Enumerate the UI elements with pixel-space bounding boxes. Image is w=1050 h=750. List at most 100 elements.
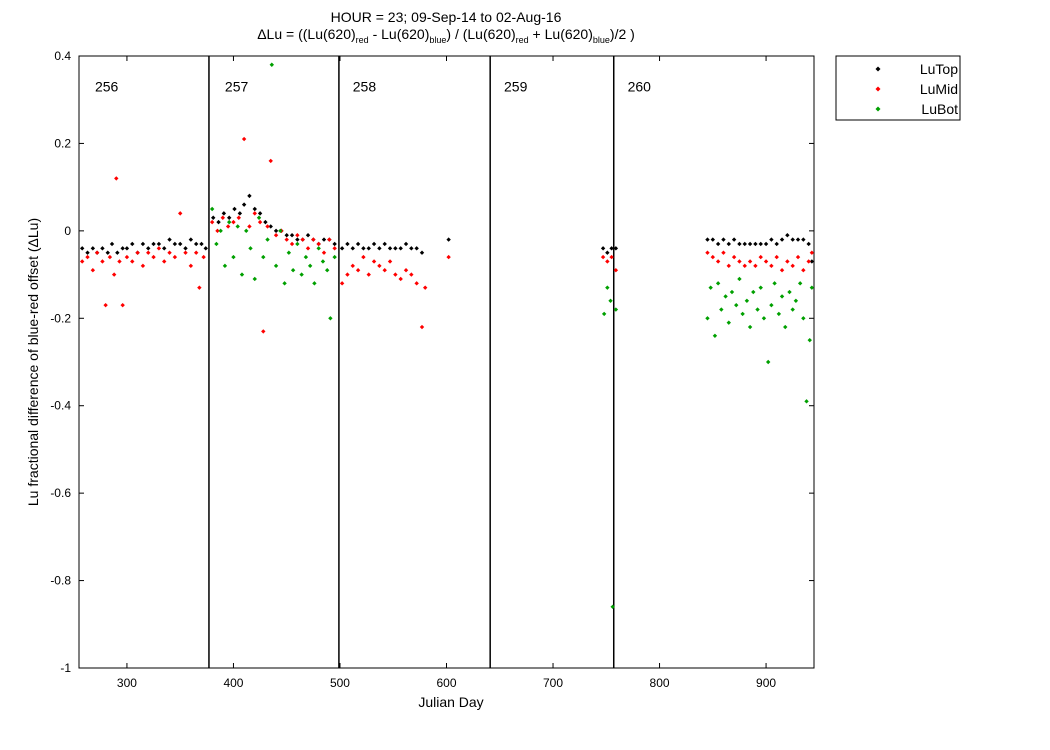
- segment-divider-lines: [208, 56, 615, 668]
- data-point: [350, 263, 355, 269]
- segment-labels: 256 257 258 259 260: [95, 79, 651, 95]
- data-point: [328, 316, 333, 321]
- data-point: [446, 237, 451, 242]
- data-point: [737, 259, 742, 264]
- data-point: [295, 241, 300, 247]
- data-point: [601, 311, 607, 317]
- data-point: [103, 302, 108, 308]
- y-tick-label: 0.2: [54, 136, 71, 150]
- data-point: [801, 316, 806, 321]
- data-point: [609, 246, 614, 251]
- x-tick-label: 500: [330, 676, 350, 690]
- data-point: [785, 233, 790, 238]
- data-point: [247, 224, 252, 229]
- data-point: [734, 302, 739, 308]
- data-point: [605, 250, 610, 255]
- data-point: [605, 259, 610, 264]
- data-point: [303, 254, 309, 260]
- data-point: [252, 211, 257, 216]
- data-point: [793, 298, 799, 303]
- data-point: [305, 233, 311, 238]
- data-point: [403, 241, 409, 247]
- legend-label: LuBot: [921, 101, 958, 117]
- data-point: [316, 246, 321, 251]
- data-point: [763, 241, 769, 247]
- subtitle-part: - Lu(620): [369, 26, 430, 42]
- data-point: [120, 246, 125, 251]
- data-point: [162, 246, 167, 251]
- data-point: [705, 237, 710, 242]
- data-point: [765, 359, 771, 365]
- series-lubot: [209, 62, 815, 609]
- data-point: [726, 241, 731, 247]
- data-point: [751, 289, 756, 295]
- data-point: [241, 136, 247, 142]
- data-point: [769, 302, 774, 308]
- data-point: [772, 281, 777, 286]
- data-point: [731, 254, 737, 260]
- data-point: [162, 259, 167, 264]
- y-tick-label: -0.2: [50, 311, 71, 325]
- data-point: [193, 250, 199, 255]
- data-point: [795, 237, 801, 242]
- x-axis-label: Julian Day: [418, 694, 483, 710]
- data-point: [742, 241, 747, 247]
- data-point: [140, 263, 146, 269]
- legend-label: LuTop: [920, 61, 958, 77]
- data-point: [382, 241, 387, 247]
- data-point: [111, 272, 117, 277]
- data-point: [167, 250, 172, 255]
- data-point: [248, 246, 253, 251]
- data-point: [146, 250, 151, 255]
- data-point: [726, 263, 731, 269]
- data-point: [779, 294, 785, 299]
- data-point: [809, 285, 815, 290]
- data-point: [710, 254, 716, 260]
- data-point: [124, 246, 130, 251]
- data-point: [286, 250, 292, 255]
- data-point: [721, 237, 726, 242]
- data-point: [201, 254, 206, 260]
- data-point: [231, 254, 236, 260]
- data-point: [312, 281, 317, 286]
- data-point: [332, 246, 337, 251]
- data-point: [320, 259, 326, 264]
- data-point: [783, 324, 788, 330]
- data-point: [273, 233, 279, 238]
- data-point: [209, 206, 215, 212]
- data-point: [211, 215, 216, 220]
- data-point: [721, 250, 726, 255]
- data-point: [403, 268, 409, 273]
- data-point: [414, 246, 419, 251]
- data-point: [790, 237, 795, 242]
- subtitle-part: ) / (Lu(620): [446, 26, 515, 42]
- data-point: [321, 250, 327, 255]
- data-point: [85, 250, 90, 255]
- data-point: [737, 276, 742, 282]
- data-point: [774, 254, 779, 260]
- data-point: [261, 329, 266, 334]
- data-point: [235, 224, 240, 229]
- data-point: [305, 246, 311, 251]
- data-point: [199, 241, 204, 247]
- data-point: [613, 307, 619, 312]
- data-point: [79, 259, 85, 264]
- data-point: [257, 219, 263, 225]
- data-point: [742, 263, 747, 269]
- x-tick-label: 700: [543, 676, 563, 690]
- data-point: [316, 241, 321, 247]
- data-point: [446, 254, 451, 260]
- subtitle-part: + Lu(620): [529, 26, 593, 42]
- data-point: [226, 219, 232, 225]
- data-point: [203, 246, 208, 251]
- data-point: [790, 307, 795, 312]
- data-point: [769, 237, 774, 242]
- data-point: [804, 399, 809, 404]
- data-point: [774, 241, 779, 247]
- data-point: [114, 176, 119, 181]
- data-point: [747, 324, 753, 330]
- data-point: [801, 268, 806, 273]
- data-point: [278, 228, 283, 234]
- data-point: [321, 237, 327, 242]
- segment-label: 257: [225, 79, 249, 95]
